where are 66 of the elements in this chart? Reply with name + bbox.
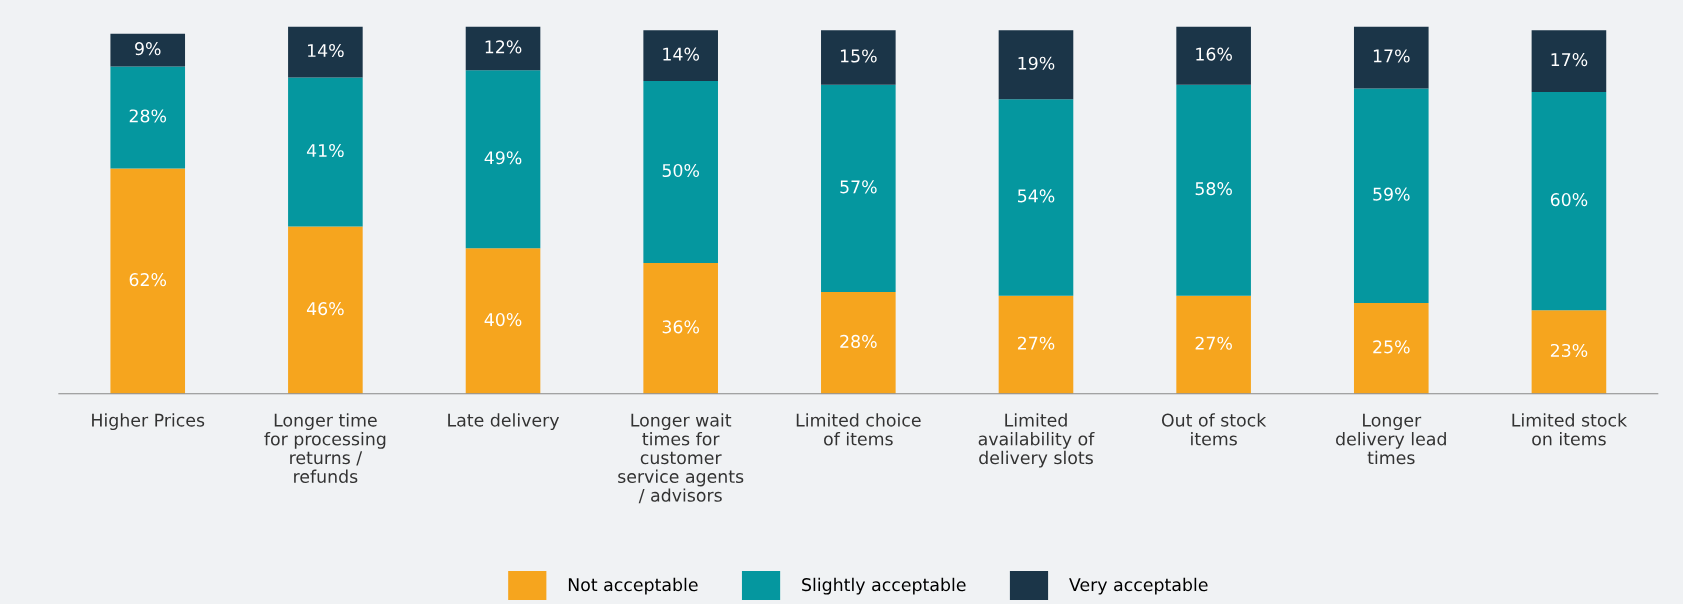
- bar: [643, 30, 718, 82]
- legend-label: Not acceptable: [568, 577, 698, 595]
- x-tick-label: Longer time for processing returns / refunds: [264, 413, 386, 484]
- legend-label: Very acceptable: [1069, 577, 1208, 595]
- bar: [1176, 295, 1251, 394]
- bar: [821, 30, 896, 85]
- bar: [998, 30, 1074, 100]
- x-tick-label: Limited availability of delivery slots: [978, 413, 1095, 468]
- bar: [110, 66, 186, 169]
- bar: [821, 84, 896, 292]
- x-tick-label: Limited stock on items: [1512, 413, 1628, 446]
- data-label: 16%: [1196, 47, 1232, 61]
- data-label: 62%: [129, 273, 167, 287]
- data-label: 9%: [135, 42, 161, 56]
- data-label: 54%: [1018, 189, 1055, 203]
- bar: [1353, 26, 1429, 89]
- data-label: 23%: [1550, 343, 1588, 358]
- bar: [1531, 30, 1607, 93]
- data-label: 14%: [307, 43, 344, 58]
- x-tick-label: Higher Prices: [92, 413, 205, 431]
- bar: [110, 33, 186, 67]
- data-label: 14%: [663, 47, 700, 61]
- bar: [288, 77, 363, 227]
- x-tick-label: Late delivery: [448, 413, 560, 431]
- data-label: 58%: [1195, 182, 1232, 196]
- bar: [110, 168, 186, 394]
- data-label: 17%: [1551, 53, 1588, 67]
- legend-label: Slightly acceptable: [802, 577, 966, 595]
- data-label: 19%: [1018, 56, 1055, 70]
- bar: [998, 295, 1074, 394]
- x-tick-label: Out of stock items: [1161, 413, 1267, 446]
- data-label: 59%: [1373, 187, 1410, 201]
- data-label: 60%: [1550, 193, 1588, 207]
- bar: [1353, 88, 1429, 303]
- bar: [1353, 302, 1429, 394]
- data-label: 28%: [129, 109, 167, 123]
- data-label: 57%: [840, 180, 877, 194]
- x-tick-label: Longer wait times for customer service agents / advisors: [618, 413, 744, 504]
- bar: [643, 81, 718, 263]
- bar: [465, 70, 541, 249]
- data-label: 49%: [484, 151, 522, 165]
- data-label: 25%: [1373, 340, 1410, 354]
- data-label: 15%: [840, 49, 877, 63]
- bar: [1176, 84, 1251, 296]
- data-label: 27%: [1195, 336, 1232, 350]
- data-label: 46%: [306, 302, 344, 316]
- data-label: 17%: [1373, 49, 1410, 63]
- x-tick-label: Limited choice of items: [796, 413, 921, 446]
- x-tick-label: Longer delivery lead times: [1336, 413, 1446, 465]
- data-label: 41%: [306, 143, 344, 158]
- data-label: 40%: [484, 312, 522, 327]
- bar: [465, 26, 541, 71]
- bar: [288, 226, 363, 394]
- bar: [643, 262, 718, 394]
- bar: [1531, 310, 1607, 394]
- bar: [998, 99, 1074, 296]
- bar: [1176, 26, 1251, 85]
- bar: [465, 248, 541, 394]
- data-label: 50%: [662, 163, 700, 178]
- data-label: 28%: [840, 334, 877, 348]
- data-label: 27%: [1017, 336, 1055, 350]
- bar: [821, 292, 896, 394]
- data-label: 36%: [662, 320, 700, 334]
- data-label: 12%: [485, 40, 522, 54]
- bar: [288, 26, 363, 78]
- bar: [1531, 92, 1607, 311]
